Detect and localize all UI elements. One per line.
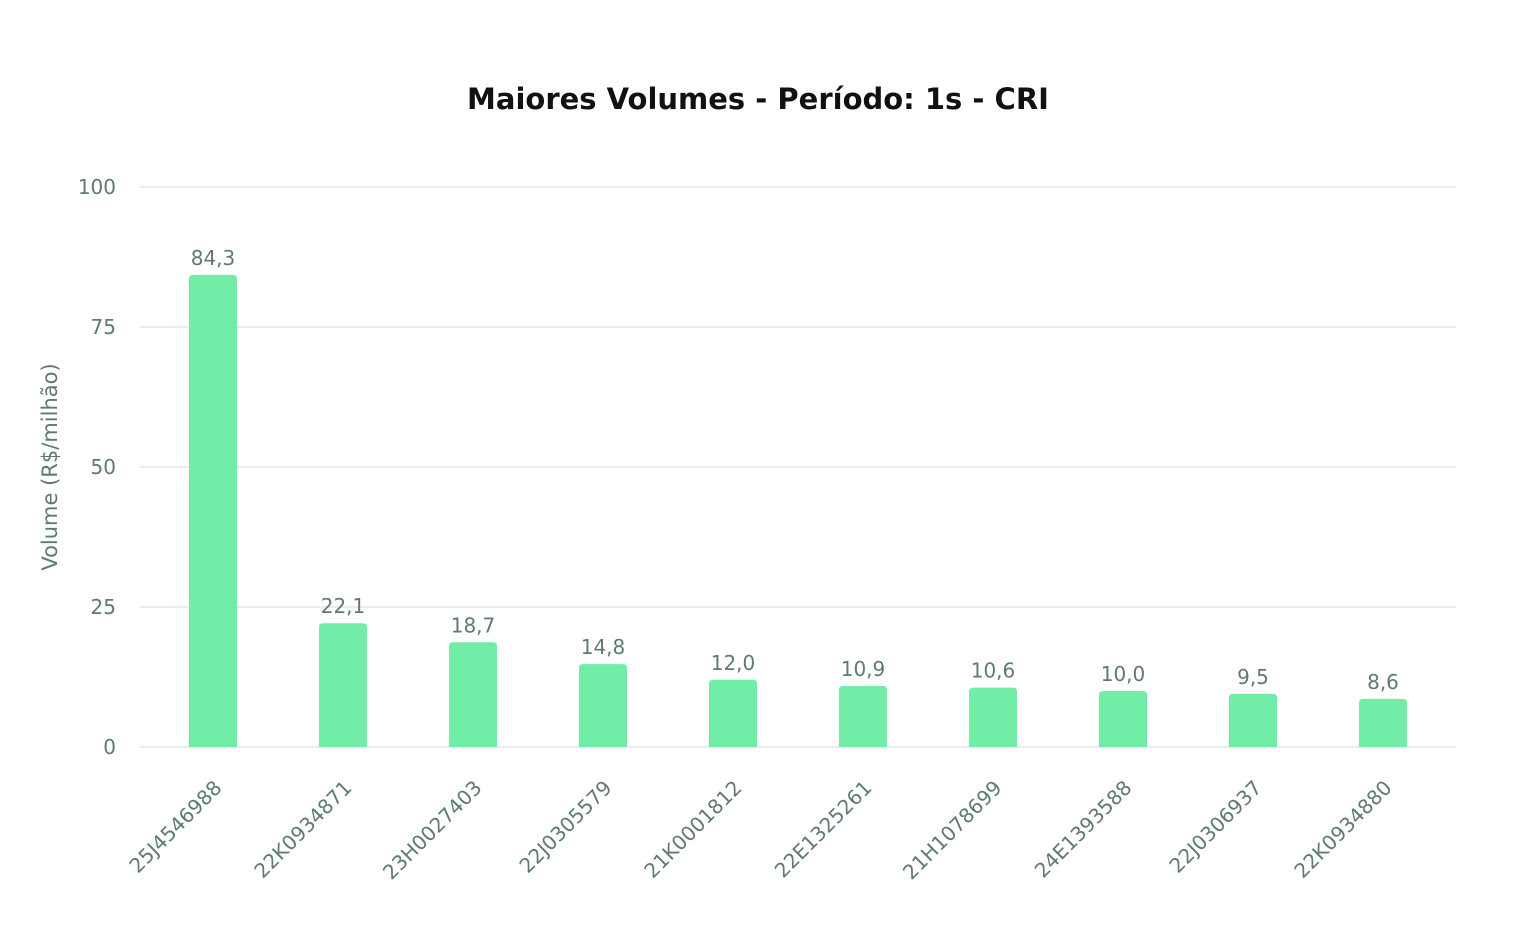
x-category-label: 22J0306937 [1164,776,1266,878]
data-label: 10,0 [1101,662,1146,686]
data-label: 84,3 [191,246,236,270]
bar [969,687,1017,747]
y-tick-label: 25 [91,595,116,619]
data-label: 10,9 [841,657,886,681]
data-label: 14,8 [581,635,626,659]
bar [1229,693,1277,747]
bar [449,642,497,747]
bars [189,274,1407,747]
bar [319,623,367,747]
bar [1099,691,1147,747]
data-labels: 84,3 22,1 18,7 14,8 12,0 10,9 10,6 10,0 9,5 8,6 [191,246,1399,694]
y-tick-label: 75 [91,315,116,339]
bar [579,664,627,747]
y-axis-title: Volume (R$/milhão) [38,363,62,570]
x-category-label: 22E1325261 [770,776,877,883]
bar [839,685,887,747]
x-category-label: 22K0934880 [1289,776,1396,883]
y-tick-label: 50 [91,455,116,479]
data-label: 9,5 [1237,665,1269,689]
x-category-label: 22K0934871 [249,776,356,883]
data-label: 10,6 [971,659,1016,683]
x-category-label: 24E1393588 [1030,776,1137,883]
x-category-label: 21H1078699 [898,776,1007,885]
y-tick-label: 100 [78,175,116,199]
x-category-label: 23H0027403 [378,776,487,885]
x-axis-categories: 25J4546988 22K0934871 23H0027403 22J0305579… [124,776,1396,885]
bar [1359,698,1407,747]
y-tick-label: 0 [103,735,116,759]
x-category-label: 25J4546988 [124,776,226,878]
data-label: 12,0 [711,651,756,675]
data-label: 18,7 [451,613,496,637]
x-category-label: 22J0305579 [514,776,616,878]
bar [709,679,757,747]
bar [189,274,237,747]
data-label: 8,6 [1367,670,1399,694]
x-category-label: 21K0001812 [639,776,746,883]
y-axis-ticks: 0 25 50 75 100 [78,175,116,759]
chart-title: Maiores Volumes - Período: 1s - CRI [467,82,1049,116]
data-label: 22,1 [321,594,366,618]
